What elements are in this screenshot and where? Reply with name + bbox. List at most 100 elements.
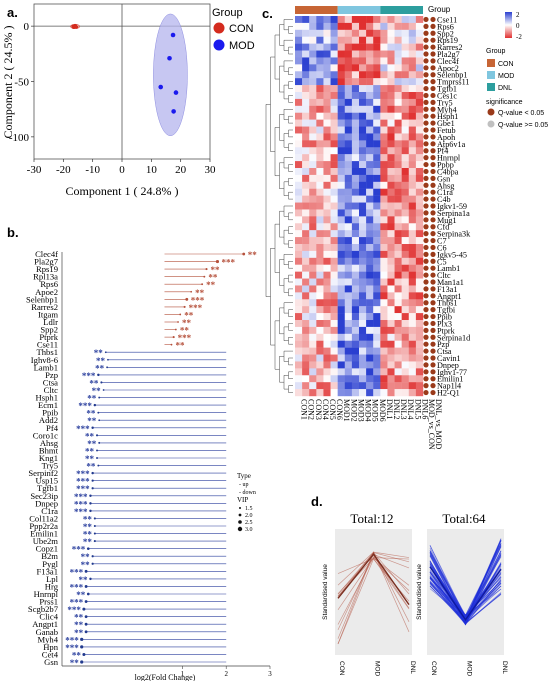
heatmap-cell	[309, 147, 317, 155]
heatmap-cell	[337, 126, 345, 134]
trend-panel: d. Total:12 Total:64 Standardised value …	[311, 494, 508, 676]
heatmap-cell	[380, 161, 388, 169]
heatmap-cell	[366, 278, 374, 286]
heatmap-cell	[359, 195, 367, 203]
heatmap-group-bar	[295, 6, 423, 14]
heatmap-cell	[337, 57, 345, 65]
heatmap-cell	[302, 382, 310, 390]
heatmap-cell	[366, 202, 374, 210]
heatmap-cell	[408, 22, 417, 31]
heatmap-cell	[359, 140, 367, 148]
heatmap-cell	[323, 16, 331, 24]
gene-label: Apoe2	[35, 287, 58, 297]
heatmap-cell	[351, 105, 360, 113]
heatmap-cell	[408, 168, 417, 176]
heatmap-cell	[408, 98, 417, 107]
heatmap-cell	[337, 202, 345, 210]
heatmap-cell	[309, 320, 317, 328]
heatmap-cell	[351, 271, 360, 279]
heatmap-cell	[394, 154, 402, 162]
heatmap-cell	[394, 36, 402, 44]
heatmap-cell	[415, 368, 424, 376]
heatmap-cell	[394, 361, 402, 369]
heatmap-cell	[387, 22, 395, 31]
lollipop-x-ticks: 1 2 3	[181, 666, 272, 678]
heatmap-cell	[415, 313, 424, 321]
significance-stars: ***	[78, 401, 92, 411]
heatmap-cell	[337, 50, 345, 58]
gene-label: Cltc	[44, 385, 59, 395]
heatmap-cell	[351, 119, 360, 127]
heatmap-cell	[380, 285, 388, 293]
heatmap-cell	[302, 85, 310, 93]
heatmap-cell	[351, 154, 360, 162]
trend-x-label: MOD	[374, 661, 381, 676]
heatmap-cell	[309, 133, 317, 141]
gene-label: Lamb1	[34, 362, 58, 372]
heatmap-cell	[309, 154, 317, 162]
significance-stars: **	[94, 348, 104, 358]
heatmap-cell	[316, 147, 324, 155]
heatmap-cell	[387, 347, 395, 355]
heatmap-cell	[323, 92, 331, 100]
heatmap-cell	[330, 299, 338, 307]
sig-dot-mod-vs-con	[423, 127, 429, 133]
significance-stars: **	[83, 537, 93, 547]
heatmap-cell	[295, 71, 303, 79]
heatmap-cell	[415, 326, 424, 335]
sig-dot-dnl-vs-mod	[430, 51, 436, 57]
pca-point-mod	[167, 55, 172, 61]
heatmap-gene-label: Cfd	[437, 223, 449, 232]
heatmap-cell	[408, 382, 417, 390]
heatmap-cell	[394, 382, 402, 390]
heatmap-cell	[366, 230, 374, 238]
heatmap-cell	[373, 237, 381, 245]
heatmap-cell	[344, 154, 353, 162]
heatmap-gene-label: Ctsa	[437, 347, 452, 356]
heatmap-cell	[323, 85, 331, 93]
heatmap-cell	[344, 71, 353, 79]
heatmap-cell	[295, 223, 303, 231]
heatmap-cell	[344, 292, 353, 300]
heatmap-cell	[394, 320, 402, 328]
heatmap-cell	[359, 306, 367, 314]
pca-x-tick-label: -20	[56, 164, 71, 176]
dendrogram-branch	[265, 104, 271, 297]
lollipop-point	[177, 321, 179, 323]
heatmap-cell	[316, 202, 324, 210]
heatmap-cell	[380, 340, 388, 348]
heatmap-cell	[359, 147, 367, 155]
heatmap-cell	[344, 278, 353, 286]
heatmap-cell	[351, 147, 360, 155]
heatmap-cell	[344, 250, 353, 259]
heatmap-cell	[401, 333, 409, 341]
heatmap-cell	[330, 85, 338, 93]
heatmap-cell	[309, 43, 317, 51]
heatmap-cell	[295, 340, 303, 348]
trend-up-lines	[337, 551, 410, 645]
heatmap-cell	[351, 195, 360, 203]
heatmap-cell	[366, 354, 374, 362]
heatmap-cell	[323, 188, 331, 196]
heatmap-cell	[359, 375, 367, 383]
sig-dot-dnl-vs-mod	[430, 383, 436, 389]
heatmap-cell	[380, 299, 388, 307]
heatmap-cell	[380, 50, 388, 58]
heatmap-cell	[408, 92, 417, 100]
heatmap-cell	[295, 161, 303, 169]
heatmap-cell	[359, 43, 367, 51]
heatmap-cell	[337, 354, 345, 362]
heatmap-cell	[359, 209, 367, 217]
heatmap-cell	[394, 216, 402, 224]
heatmap-cell	[316, 29, 324, 37]
sig-legend-title: significance	[486, 99, 523, 106]
sig-dot-dnl-vs-mod	[430, 148, 436, 154]
heatmap-cell	[359, 382, 367, 390]
heatmap-cell	[302, 264, 310, 272]
heatmap-cell	[323, 244, 331, 252]
heatmap-gene-label: Serpina1a	[437, 209, 470, 218]
heatmap-panel: c. Group Cse11Rps6Spp2Rps19Rarres2Pla2g7…	[262, 5, 548, 450]
heatmap-cell	[330, 168, 338, 176]
heatmap-cell	[415, 237, 424, 245]
heatmap-cell	[344, 333, 353, 341]
